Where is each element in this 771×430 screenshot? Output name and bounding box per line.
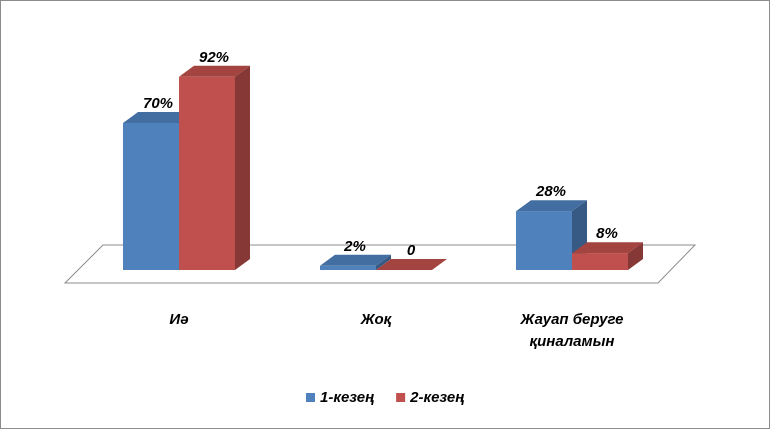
bar [320,254,391,270]
bar-front [179,76,235,270]
legend-swatch [306,393,315,402]
bar [572,242,643,270]
value-label: 28% [535,183,566,200]
bar-side [376,254,391,270]
floor [63,244,697,284]
x-tick-label: Иә [169,311,189,328]
bar [516,200,587,270]
x-tick-label: Жоқ [360,311,392,328]
bar-top [123,112,194,123]
bar-side [628,242,643,270]
value-label: 92% [199,49,229,66]
x-tick-label: Жауап беруге қиналамын [520,311,624,350]
value-label: 2% [343,238,366,255]
value-label: 8% [596,225,618,242]
bar [179,65,250,270]
bar-front [123,123,179,270]
bar-front [516,211,572,270]
bar-top [376,259,447,270]
legend-label: 1-кезең [320,389,374,406]
bar-front [320,265,376,270]
bar-top [572,242,643,254]
bar-top [320,254,391,266]
bar-top [516,200,587,212]
legend-label: 2-кезең [409,389,464,406]
legend-swatch [396,393,406,402]
value-label: 0 [407,242,416,259]
bar-side [235,65,250,270]
bar-top [179,65,250,77]
bar [376,259,447,270]
value-label: 70% [143,95,173,112]
bar-front [572,253,628,270]
